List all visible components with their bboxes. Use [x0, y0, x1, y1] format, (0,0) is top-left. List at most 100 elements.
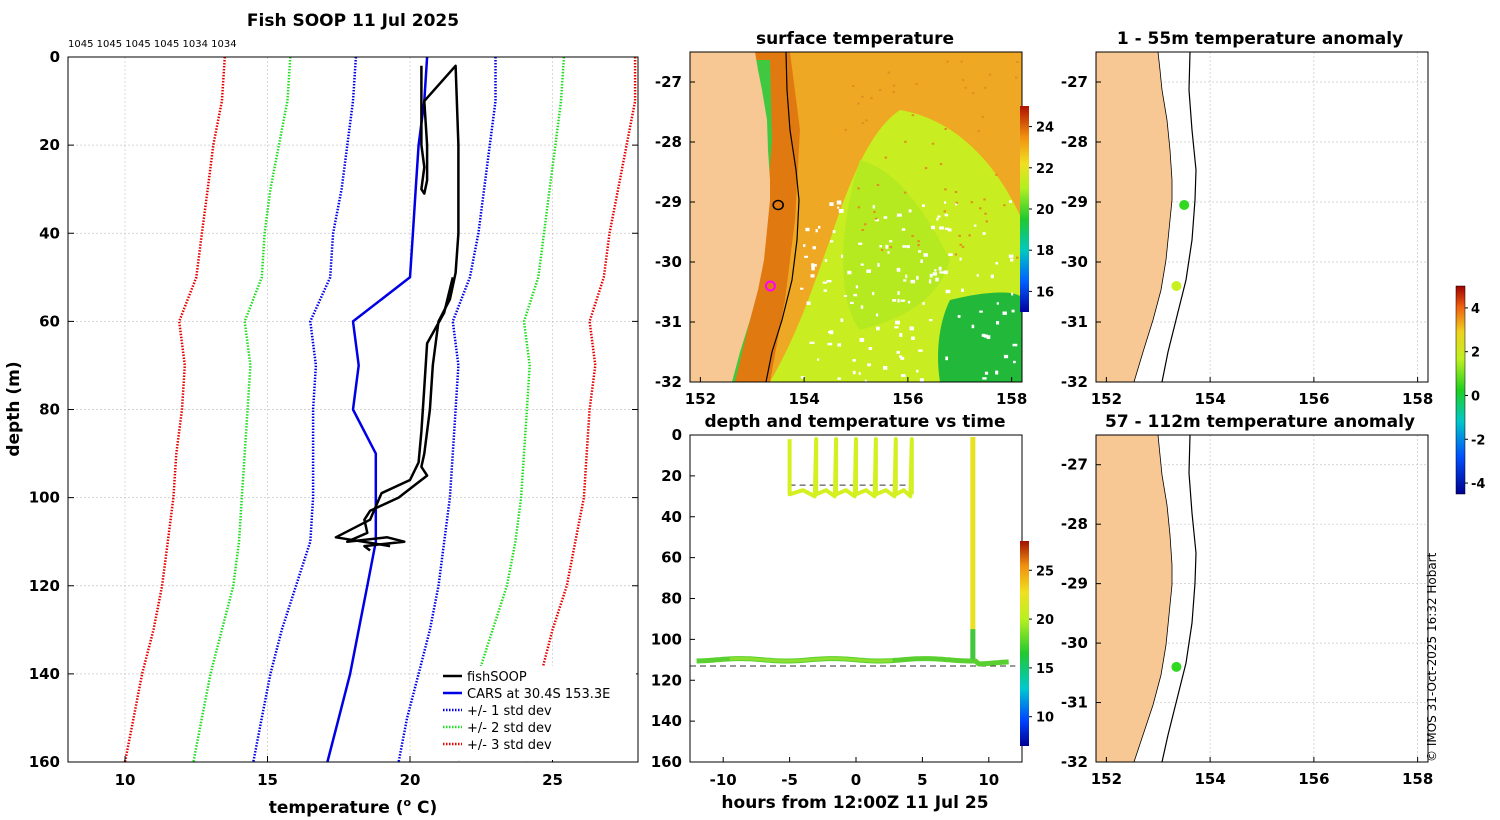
sst-cloud-speck [931, 225, 935, 230]
sst-cloud-speck [920, 259, 923, 263]
sst-cloud-speck [916, 369, 919, 373]
sst-cloud-speck [957, 315, 961, 318]
dt-bottom-track-highlight [729, 657, 893, 663]
sst-texture-speck [844, 128, 847, 131]
sst-cloud-speck [929, 273, 933, 278]
sst-cloud-speck [982, 232, 986, 235]
sst-cloud-speck [806, 301, 811, 305]
sst-texture-speck [946, 60, 949, 63]
dt-ytick-label: 140 [651, 712, 682, 730]
map-ytick-label: -29 [1061, 575, 1088, 593]
sst-cloud-speck [936, 217, 939, 221]
sst-cloud-speck [922, 302, 925, 305]
sst-cloud-speck [944, 227, 949, 230]
sst-cloud-speck [906, 245, 910, 249]
sst-texture-speck [857, 187, 860, 190]
anom-lower-points [1171, 661, 1182, 672]
sst-cool-core [843, 160, 950, 330]
credit-text: © IMOS 31-Oct-2025 16:32 Hobart [1425, 552, 1439, 762]
sst-cloud-speck [883, 216, 888, 219]
sst-cb-tick-label: 22 [1036, 162, 1054, 177]
sst-cloud-speck [929, 319, 933, 322]
sst-cloud-speck [932, 272, 937, 276]
dt-ytick-label: 60 [661, 549, 682, 567]
legend-label-cars: CARS at 30.4S 153.3E [467, 687, 610, 702]
sst-cloud-speck [961, 288, 964, 292]
sst-texture-speck [970, 201, 974, 204]
anom-lower-land [1096, 435, 1173, 762]
sst-texture-speck [884, 156, 888, 159]
anom-upper-points [1171, 200, 1190, 291]
sst-texture-speck [958, 234, 961, 237]
profile-ytick-label: 120 [29, 577, 60, 595]
sst-cloud-speck [1011, 309, 1015, 313]
map-xtick-label: 156 [892, 390, 923, 408]
profile-series [123, 57, 637, 762]
sst-texture-speck [979, 207, 982, 210]
sst-texture-speck [874, 217, 878, 220]
anom-upper-frame [1095, 51, 1429, 383]
profile-series-cars-plus-1sd [397, 57, 497, 762]
anom-cb-tick-label: -4 [1471, 477, 1485, 492]
sst-texture-speck [1003, 204, 1006, 207]
sst-cloud-speck [986, 335, 991, 339]
profile-ytick-label: 0 [50, 48, 60, 66]
sst-title: surface temperature [756, 29, 954, 49]
sst-texture-speck [924, 167, 928, 170]
sst-cloud-speck [945, 356, 948, 361]
sst-texture-speck [892, 91, 895, 94]
depthtime-colorbar-ticks: 10 15 20 25 [1029, 564, 1054, 726]
sst-cloud-speck [895, 320, 900, 325]
sst-cloud-speck [938, 266, 942, 271]
map-xtick-label: 158 [1402, 390, 1433, 408]
sst-cloud-speck [874, 218, 879, 222]
map-ytick-label: -30 [1061, 634, 1088, 652]
sst-cloud-speck [973, 224, 977, 227]
map-xtick-label: 154 [788, 390, 819, 408]
profile-ytick-label: 140 [29, 665, 60, 683]
dt-ytick-label: 0 [672, 426, 682, 444]
profile-panel: Fish SOOP 11 Jul 2025 1045 1045 1045 104… [4, 11, 639, 818]
anom-upper-land [1096, 52, 1173, 382]
anomaly-colorbar-ticks: 4 2 0 -2 -4 [1465, 302, 1485, 492]
sst-texture-speck [917, 244, 920, 247]
sst-green-patch [938, 292, 1022, 382]
sst-texture-speck [985, 220, 988, 223]
sst-cloud-speck [896, 350, 900, 354]
sst-cloud-speck [800, 376, 805, 379]
profile-ytick-label: 60 [39, 312, 60, 330]
sst-cloud-speck [983, 334, 988, 338]
sst-cloud-speck [826, 280, 832, 283]
sst-cloud-speck [866, 269, 871, 273]
sst-texture-speck [857, 206, 861, 209]
sst-cloud-speck [1011, 292, 1014, 296]
sst-cloud-specks [800, 60, 1019, 382]
sst-cloud-speck [984, 371, 989, 375]
sst-texture-speck [983, 198, 986, 201]
profile-title: Fish SOOP 11 Jul 2025 [247, 11, 459, 31]
map-ytick-label: -27 [1061, 73, 1088, 91]
profile-ytick-label: 100 [29, 489, 60, 507]
sst-cloud-speck [892, 299, 897, 302]
profile-xtick-label: 25 [542, 771, 563, 789]
sst-cloud-speck [905, 274, 908, 279]
sst-cloud-speck [858, 242, 863, 245]
profile-xtick-label: 10 [115, 771, 136, 789]
sst-cloud-speck [877, 263, 880, 267]
sst-texture-speck [955, 201, 958, 204]
dt-cb-tick-label: 20 [1036, 613, 1054, 628]
sst-texture-speck [915, 83, 918, 85]
legend-label-std2: +/- 2 std dev [467, 721, 552, 736]
sst-cloud-speck [902, 245, 907, 248]
dt-ytick-label: 160 [651, 753, 682, 771]
map-ytick-label: -32 [1061, 753, 1088, 771]
anomaly-point [1171, 661, 1182, 672]
sst-texture-speck [911, 114, 915, 117]
map-ytick-label: -28 [655, 133, 682, 151]
sst-cloud-speck [909, 326, 914, 331]
sst-cloud-speck [982, 377, 987, 380]
depthtime-plot [690, 437, 1016, 667]
profile-subtitle: 1045 1045 1045 1045 1034 1034 [68, 39, 237, 50]
sst-cloud-speck [815, 229, 818, 233]
